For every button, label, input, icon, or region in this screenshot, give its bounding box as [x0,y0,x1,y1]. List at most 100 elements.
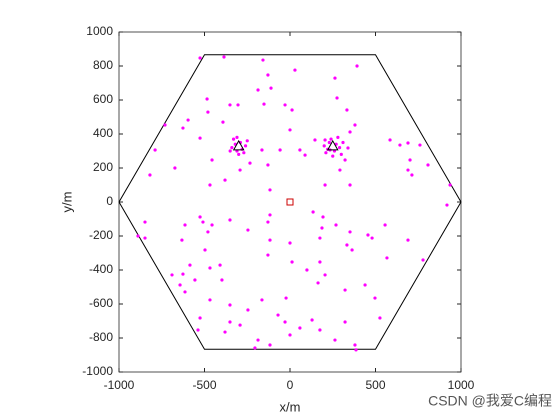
user-point [311,210,315,214]
y-tick-label: -600 [89,296,113,310]
x-tick-label: 1000 [448,378,475,392]
user-point [221,120,225,124]
user-point [198,136,202,140]
user-point [343,320,347,324]
user-point [336,135,340,139]
user-point [333,338,337,342]
x-axis-label: x/m [280,399,301,414]
user-point [246,308,250,312]
user-point [373,296,377,300]
user-point [346,146,350,150]
user-point [313,138,317,142]
user-point [348,230,352,234]
user-point [354,348,358,352]
user-point [298,148,302,152]
user-point [339,152,343,156]
user-point [148,173,152,177]
user-point [237,152,241,156]
user-point [183,290,187,294]
user-point [323,273,327,277]
user-point [318,328,322,332]
user-point [298,326,302,330]
triangle-marker [232,139,245,151]
user-point [269,86,273,90]
user-point [370,236,374,240]
user-point [170,273,174,277]
user-point [329,137,333,141]
user-point [205,97,209,101]
user-point [398,143,402,147]
user-point [353,123,357,127]
user-point [206,230,210,234]
user-point [266,163,270,167]
user-point [181,126,185,130]
user-point [303,153,307,157]
user-point [276,313,280,317]
user-point [335,96,339,100]
y-tick-label: -800 [89,330,113,344]
user-point [186,118,190,122]
user-point [235,135,239,139]
user-point [218,263,222,267]
user-point [324,151,328,155]
user-point [256,88,260,92]
user-point [341,140,345,145]
user-point [198,215,202,219]
user-point [163,123,167,127]
user-point [253,346,257,350]
user-point [320,226,324,230]
x-tick-label: -500 [192,378,216,392]
user-point [208,298,212,302]
user-point [260,298,264,302]
user-point [236,103,240,107]
user-point [196,328,200,332]
user-point [406,238,410,242]
y-tick-label: 1000 [86,24,113,38]
user-point [445,203,449,207]
user-point [206,110,210,114]
user-point [288,128,292,132]
user-point [198,316,202,320]
user-point [293,68,297,72]
user-point [261,58,265,62]
user-point [260,148,264,152]
user-point [183,223,187,227]
user-point [208,183,212,187]
user-point [426,163,430,167]
user-point [283,103,287,107]
user-point [278,148,282,152]
user-point [188,263,192,267]
user-point [350,248,354,252]
x-tick-label: 500 [365,378,385,392]
user-point [385,256,389,260]
user-point [208,266,212,270]
user-point [316,281,320,285]
user-point [153,148,157,152]
user-point [230,146,234,150]
user-point [327,140,331,145]
user-point [266,253,270,257]
user-point [322,144,326,148]
user-point [345,243,349,247]
user-point [288,333,292,337]
user-point [246,228,250,232]
user-point [338,168,342,172]
user-point [408,158,412,162]
user-point [180,238,184,242]
user-point [228,218,232,222]
user-point [348,183,352,187]
user-point [243,144,248,148]
user-point [284,296,288,300]
user-point [343,288,347,292]
user-point [333,76,337,80]
triangle-marker [326,139,339,151]
user-point [406,168,410,172]
user-point [268,188,272,192]
x-tick-label: 0 [287,378,294,392]
user-point [318,260,322,264]
user-point [268,343,272,347]
user-point [223,330,227,334]
user-point [323,138,327,142]
user-point [345,108,349,112]
